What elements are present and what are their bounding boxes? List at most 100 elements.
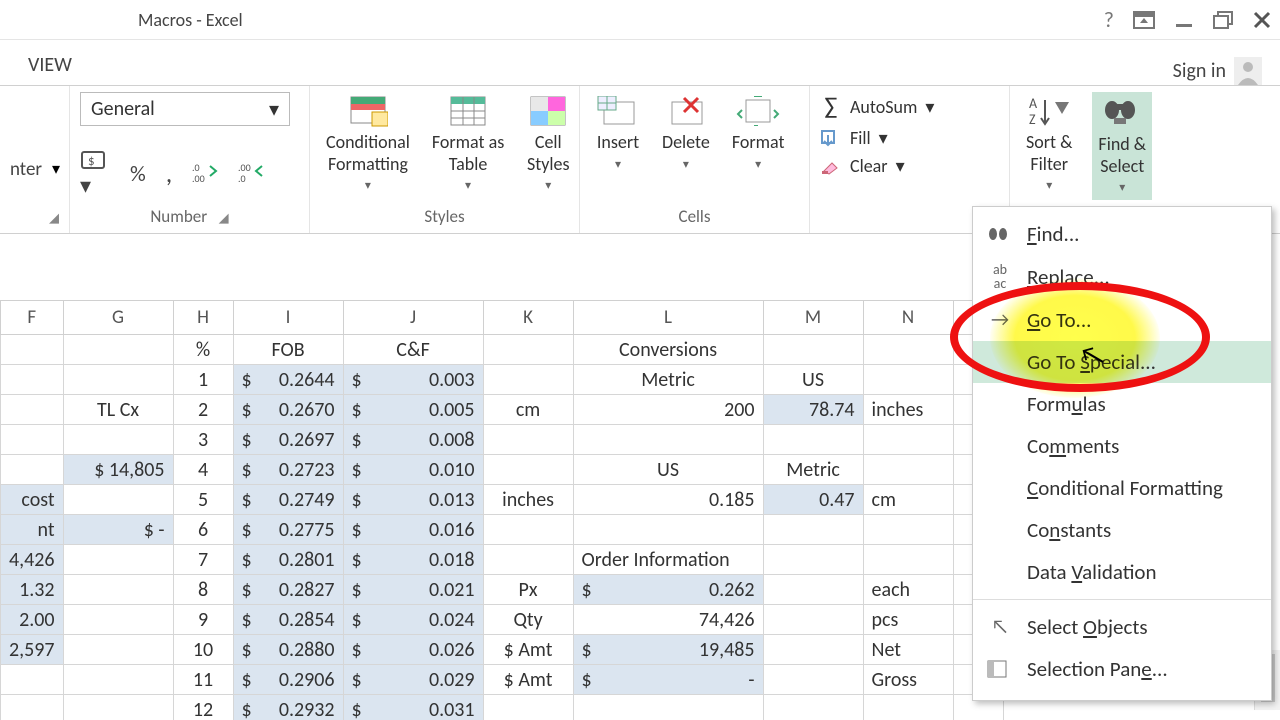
cell[interactable]: 10 [173, 635, 233, 665]
accounting-format-button[interactable]: $▾ [80, 148, 110, 199]
cell[interactable]: $0.2827 [233, 575, 343, 605]
cell[interactable]: Net [863, 635, 953, 665]
col-header[interactable]: J [343, 301, 483, 335]
cell[interactable]: 0.47 [763, 485, 863, 515]
cell[interactable] [63, 335, 173, 365]
cell[interactable] [63, 605, 173, 635]
cell[interactable]: pcs [863, 605, 953, 635]
cell[interactable]: $ Amt [483, 635, 573, 665]
menu-formulas[interactable]: Formulas [973, 383, 1271, 425]
cell[interactable]: Qty [483, 605, 573, 635]
cell[interactable]: cm [483, 395, 573, 425]
cell[interactable]: $0.2723 [233, 455, 343, 485]
col-header[interactable]: N [863, 301, 953, 335]
format-as-table-button[interactable]: Format as Table▾ [426, 92, 510, 196]
cell[interactable]: 1 [173, 365, 233, 395]
cell[interactable]: 6 [173, 515, 233, 545]
cell[interactable]: $0.2880 [233, 635, 343, 665]
menu-replace[interactable]: abacReplace... [973, 255, 1271, 299]
col-header[interactable]: K [483, 301, 573, 335]
cell[interactable]: 7 [173, 545, 233, 575]
restore-icon[interactable] [1212, 10, 1234, 30]
cell[interactable]: 2 [173, 395, 233, 425]
cell[interactable]: cost [1, 485, 64, 515]
cell[interactable]: $0.024 [343, 605, 483, 635]
cell[interactable]: $0.2644 [233, 365, 343, 395]
cell[interactable]: C&F [343, 335, 483, 365]
minimize-icon[interactable] [1174, 10, 1194, 30]
cell[interactable]: 1.32 [1, 575, 64, 605]
cell[interactable]: 200 [573, 395, 763, 425]
cell[interactable] [63, 575, 173, 605]
cell[interactable]: $0.016 [343, 515, 483, 545]
cell[interactable]: $0.026 [343, 635, 483, 665]
cell[interactable] [483, 365, 573, 395]
menu-constants[interactable]: Constants [973, 509, 1271, 551]
cell[interactable]: US [573, 455, 763, 485]
cell[interactable] [1, 695, 64, 720]
cell[interactable]: 2,597 [1, 635, 64, 665]
cell[interactable]: $0.2670 [233, 395, 343, 425]
cell[interactable]: inches [483, 485, 573, 515]
cell[interactable]: 5 [173, 485, 233, 515]
menu-find[interactable]: Find... [973, 213, 1271, 255]
cell[interactable] [483, 515, 573, 545]
cell[interactable] [573, 695, 763, 720]
cell[interactable]: cm [863, 485, 953, 515]
cell[interactable]: inches [863, 395, 953, 425]
cell[interactable] [63, 695, 173, 720]
delete-button[interactable]: Delete▾ [656, 92, 716, 174]
cell[interactable] [573, 515, 763, 545]
cell[interactable] [1, 425, 64, 455]
menu-goto-special[interactable]: Go To Special... [973, 341, 1271, 383]
format-button[interactable]: Format▾ [726, 92, 791, 174]
cell[interactable]: % [173, 335, 233, 365]
menu-goto[interactable]: →Go To... [973, 299, 1271, 341]
cell[interactable] [763, 425, 863, 455]
cell[interactable]: 3 [173, 425, 233, 455]
cell[interactable]: Conversions [573, 335, 763, 365]
cell[interactable] [1, 455, 64, 485]
cell[interactable] [63, 365, 173, 395]
menu-comments[interactable]: Comments [973, 425, 1271, 467]
cell[interactable] [63, 545, 173, 575]
cell[interactable] [483, 425, 573, 455]
cell[interactable]: $0.2775 [233, 515, 343, 545]
cell[interactable] [1, 365, 64, 395]
cell[interactable]: $0.031 [343, 695, 483, 720]
cell[interactable] [763, 575, 863, 605]
cell[interactable]: 11 [173, 665, 233, 695]
cell[interactable]: $0.2801 [233, 545, 343, 575]
center-button[interactable]: nter [10, 158, 42, 181]
cell[interactable]: 12 [173, 695, 233, 720]
cell[interactable] [763, 515, 863, 545]
cell[interactable]: FOB [233, 335, 343, 365]
cell[interactable]: $0.018 [343, 545, 483, 575]
col-header[interactable]: L [573, 301, 763, 335]
cell[interactable]: TL Cx [63, 395, 173, 425]
avatar-icon[interactable] [1234, 57, 1262, 85]
comma-button[interactable]: , [166, 157, 173, 189]
cell[interactable] [763, 635, 863, 665]
cell[interactable]: $19,485 [573, 635, 763, 665]
cell-styles-button[interactable]: Cell Styles▾ [520, 92, 576, 196]
cell[interactable]: $ - [63, 515, 173, 545]
cell[interactable]: 8 [173, 575, 233, 605]
cell[interactable] [1, 665, 64, 695]
cell[interactable] [763, 545, 863, 575]
cell[interactable]: Gross [863, 665, 953, 695]
cell[interactable] [763, 335, 863, 365]
cell[interactable]: 9 [173, 605, 233, 635]
sort-filter-button[interactable]: AZ Sort & Filter▾ [1020, 92, 1078, 200]
cell[interactable] [863, 425, 953, 455]
cell[interactable]: $0.008 [343, 425, 483, 455]
cell[interactable] [63, 665, 173, 695]
tab-view[interactable]: VIEW [18, 45, 82, 85]
cell[interactable]: 4,426 [1, 545, 64, 575]
cell[interactable] [573, 425, 763, 455]
cell[interactable] [863, 545, 953, 575]
col-header[interactable]: M [763, 301, 863, 335]
cell[interactable] [863, 515, 953, 545]
cell[interactable]: $0.005 [343, 395, 483, 425]
cell[interactable]: $ 14,805 [63, 455, 173, 485]
